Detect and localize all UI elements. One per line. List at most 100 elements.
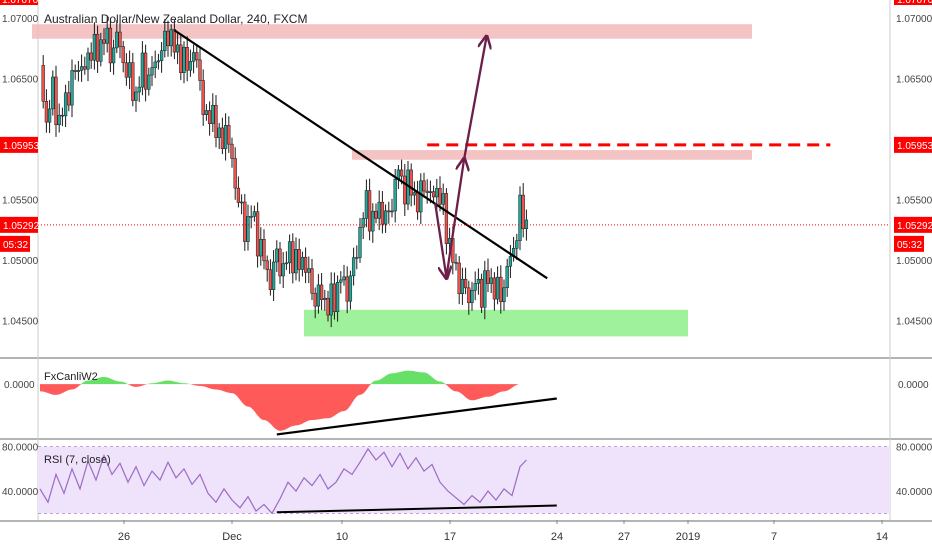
candle-up (505, 265, 509, 288)
candle-down (118, 31, 122, 47)
candle-down (67, 92, 71, 106)
candle-up (470, 289, 474, 304)
candle-down (166, 30, 170, 47)
candle-down (303, 256, 308, 273)
candle-down (73, 70, 77, 72)
candle-down (198, 59, 202, 81)
candle-up (361, 218, 365, 228)
candle-up (316, 284, 321, 307)
time-label: 14 (876, 531, 888, 543)
candle-up (351, 257, 356, 277)
candle-up (371, 210, 375, 232)
candle-down (457, 262, 461, 295)
candle-up (99, 39, 103, 62)
price-label-left: 1.05000 (2, 256, 39, 267)
chart-title: Australian Dollar/New Zealand Dollar, 24… (44, 12, 307, 26)
candle-down (409, 169, 413, 196)
rsi-title: RSI (7, close) (44, 454, 111, 466)
candle-down (54, 76, 58, 126)
candle-up (259, 238, 263, 257)
candle-up (169, 29, 173, 47)
candle-up (473, 283, 477, 291)
candle-up (163, 30, 167, 51)
rsi-tick-left: 80.0000 (2, 443, 39, 454)
candle-up (419, 180, 423, 213)
projection-arrow-1 (434, 203, 446, 277)
time-label: 10 (336, 531, 348, 543)
candle-down (60, 114, 65, 117)
candle-down (41, 65, 45, 102)
candle-down (102, 39, 106, 44)
candle-up (271, 261, 276, 290)
candle-up (175, 44, 180, 53)
candle-down (227, 125, 231, 145)
top-price-tag-right: 1.07070 (897, 0, 932, 6)
candle-down (95, 34, 100, 62)
countdown-tag-right: 05:32 (897, 240, 922, 251)
candle-up (217, 127, 221, 138)
candle-up (246, 216, 250, 242)
candle-down (262, 238, 266, 262)
price-label-left: 1.06500 (2, 75, 39, 86)
rsi-line (39, 447, 527, 515)
oscillator-title: FxCanliW2 (44, 371, 98, 383)
rsi-divergence-line (276, 504, 557, 514)
candle-down (479, 278, 484, 308)
candle-down (89, 52, 93, 61)
candle-up (393, 178, 397, 212)
candle-up (508, 256, 513, 267)
candle-up (435, 188, 439, 198)
rsi-tick-right: 80.0000 (896, 443, 932, 454)
candle-up (111, 47, 116, 64)
candle-up (70, 70, 74, 106)
candle-down (143, 52, 148, 90)
oscillator-negative-area (40, 384, 520, 431)
time-label: 7 (771, 531, 777, 543)
candle-up (105, 27, 109, 44)
candle-down (236, 187, 241, 203)
candle-up (156, 60, 161, 63)
candle-down (367, 190, 372, 232)
price-label-right: 1.06500 (896, 75, 932, 86)
candle-up (63, 92, 68, 117)
candle-up (364, 190, 369, 219)
candle-up (294, 249, 298, 274)
candle-up (150, 67, 154, 76)
candle-up (239, 201, 244, 204)
candle-down (431, 191, 436, 198)
candle-up (182, 47, 186, 74)
candle-up (76, 70, 81, 72)
zone-support (304, 309, 688, 337)
last-price-tag-left-bg (0, 216, 38, 233)
candle-down (179, 44, 183, 74)
trendline (173, 29, 548, 280)
candle-up (249, 216, 253, 218)
candle-down (454, 261, 458, 264)
candle-down (233, 158, 237, 189)
rsi-tick-right: 40.0000 (896, 487, 932, 498)
rsi-tick-left: 40.0000 (2, 487, 39, 498)
candle-up (476, 278, 481, 284)
candle-up (441, 193, 445, 205)
candle-down (214, 105, 218, 138)
candle-up (515, 240, 519, 249)
candle-up (323, 297, 327, 300)
price-label-left: 1.05500 (2, 196, 39, 207)
target-price-tag-right: 1.05953 (897, 141, 932, 152)
candle-up (307, 268, 311, 273)
candle-up (147, 74, 151, 90)
candle-down (387, 210, 391, 213)
candle-up (329, 283, 333, 316)
candle-up (188, 61, 193, 71)
candle-up (300, 256, 305, 270)
target-price-tag-right-bg (894, 136, 932, 153)
candle-up (495, 276, 500, 300)
countdown-tag-left-bg (0, 235, 30, 252)
candle-down (399, 169, 404, 177)
candle-down (278, 248, 282, 277)
candle-down (486, 270, 490, 284)
countdown-tag-left: 05:32 (3, 240, 28, 251)
candle-up (134, 91, 138, 101)
candle-down (195, 52, 199, 61)
